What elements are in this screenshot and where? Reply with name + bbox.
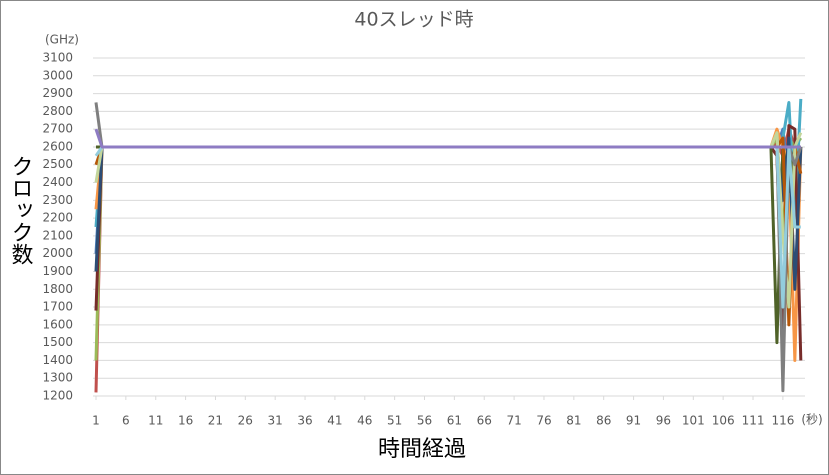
y-tick-label: 2600 — [42, 139, 73, 153]
y-tick-label: 1300 — [42, 371, 73, 385]
y-tick-label: 2100 — [42, 228, 73, 242]
x-tick-label: 81 — [566, 414, 581, 428]
x-tick-label: 76 — [536, 414, 551, 428]
x-tick-label: 16 — [178, 414, 193, 428]
chart-title: 40スレッド時 — [354, 9, 473, 31]
x-tick-label: 36 — [297, 414, 312, 428]
y-tick-label: 1500 — [42, 335, 73, 349]
y-tick-label: 3000 — [42, 68, 73, 82]
y-tick-label: 1900 — [42, 264, 73, 278]
x-tick-label: 101 — [682, 414, 705, 428]
x-tick-label: 1 — [92, 414, 100, 428]
y-tick-label: 2800 — [42, 104, 73, 118]
x-unit: (秒) — [801, 413, 822, 427]
x-tick-label: 111 — [742, 414, 765, 428]
x-tick-label: 86 — [596, 414, 611, 428]
series-line — [94, 128, 801, 149]
y-tick-label: 1200 — [42, 389, 73, 403]
y-tick-label: 1800 — [42, 282, 73, 296]
x-tick-label: 26 — [238, 414, 253, 428]
y-unit: (GHz) — [45, 33, 79, 47]
x-tick-label: 6 — [122, 414, 130, 428]
x-tick-label: 11 — [148, 414, 163, 428]
x-tick-label: 66 — [477, 414, 492, 428]
x-tick-label: 71 — [506, 414, 521, 428]
y-tick-label: 2400 — [42, 175, 73, 189]
x-tick-label: 116 — [771, 414, 794, 428]
y-tick-label: 3100 — [42, 51, 73, 65]
x-tick-label: 106 — [712, 414, 735, 428]
x-tick-label: 51 — [387, 414, 402, 428]
y-axis-label: クロック数 — [8, 155, 34, 265]
y-tick-label: 2700 — [42, 122, 73, 136]
x-tick-label: 96 — [656, 414, 671, 428]
y-tick-label: 2900 — [42, 86, 73, 100]
x-tick-label: 61 — [447, 414, 462, 428]
x-axis-label: 時間経過 — [378, 437, 466, 462]
x-tick-label: 31 — [268, 414, 283, 428]
y-tick-label: 1600 — [42, 317, 73, 331]
x-tick-label: 56 — [417, 414, 432, 428]
x-tick-label: 41 — [327, 414, 342, 428]
y-tick-label: 2300 — [42, 193, 73, 207]
y-tick-label: 2200 — [42, 211, 73, 225]
y-tick-label: 1400 — [42, 353, 73, 367]
y-tick-label: 2000 — [42, 246, 73, 260]
y-tick-label: 1700 — [42, 300, 73, 314]
y-tick-label: 2500 — [42, 157, 73, 171]
x-tick-label: 46 — [357, 414, 372, 428]
x-tick-label: 91 — [626, 414, 641, 428]
x-tick-label: 21 — [208, 414, 223, 428]
